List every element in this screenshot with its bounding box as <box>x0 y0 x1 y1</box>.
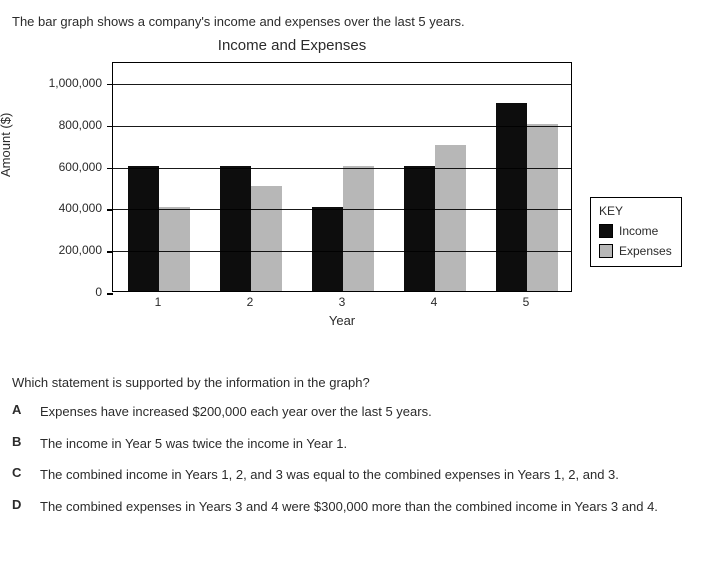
bar-group <box>312 63 375 291</box>
answer-text: The combined income in Years 1, 2, and 3… <box>40 465 696 485</box>
income-bar <box>496 103 527 291</box>
bar-group <box>404 63 467 291</box>
grid-line <box>113 84 571 85</box>
x-tick-label: 5 <box>523 295 530 309</box>
answer-text: Expenses have increased $200,000 each ye… <box>40 402 696 422</box>
bar-group <box>128 63 191 291</box>
legend-box: KEY Income Expenses <box>590 197 682 267</box>
answer-text: The combined expenses in Years 3 and 4 w… <box>40 497 696 517</box>
y-tick-label: 1,000,000 <box>42 76 102 90</box>
y-axis-label: Amount ($) <box>0 113 13 177</box>
x-tick-label: 3 <box>339 295 346 309</box>
y-tick-mark <box>107 251 113 253</box>
plot-area <box>112 62 572 292</box>
answer-letter: D <box>12 497 26 512</box>
answers-list: A Expenses have increased $200,000 each y… <box>12 402 696 516</box>
x-tick-label: 4 <box>431 295 438 309</box>
expenses-bar <box>527 124 558 291</box>
legend-items: Income Expenses <box>599 224 673 258</box>
bars-layer <box>113 63 571 291</box>
x-tick-label: 1 <box>155 295 162 309</box>
legend-label: Expenses <box>619 244 672 258</box>
legend-item: Expenses <box>599 244 673 258</box>
expenses-bar <box>159 207 190 291</box>
y-ticks: 0200,000400,000600,000800,0001,000,000 <box>42 62 102 292</box>
y-tick-mark <box>107 126 113 128</box>
legend-label: Income <box>619 224 658 238</box>
bar-group <box>496 63 559 291</box>
answer-option[interactable]: B The income in Year 5 was twice the inco… <box>12 434 696 454</box>
legend-swatch <box>599 244 613 258</box>
income-bar <box>312 207 343 291</box>
y-tick-mark <box>107 168 113 170</box>
answer-letter: C <box>12 465 26 480</box>
chart-figure: Income and Expenses Amount ($) 0200,0004… <box>12 37 696 357</box>
y-tick-label: 800,000 <box>42 118 102 132</box>
answer-option[interactable]: C The combined income in Years 1, 2, and … <box>12 465 696 485</box>
y-tick-mark <box>107 84 113 86</box>
grid-line <box>113 251 571 252</box>
grid-line <box>113 126 571 127</box>
y-tick-label: 600,000 <box>42 160 102 174</box>
expenses-bar <box>251 186 282 291</box>
grid-line <box>113 168 571 169</box>
income-bar <box>128 166 159 291</box>
answer-text: The income in Year 5 was twice the incom… <box>40 434 696 454</box>
income-bar <box>220 166 251 291</box>
question-text: Which statement is supported by the info… <box>12 375 696 390</box>
y-tick-label: 400,000 <box>42 201 102 215</box>
answer-option[interactable]: A Expenses have increased $200,000 each y… <box>12 402 696 422</box>
answer-letter: A <box>12 402 26 417</box>
x-tick-label: 2 <box>247 295 254 309</box>
grid-line <box>113 209 571 210</box>
legend-item: Income <box>599 224 673 238</box>
x-ticks: 1 2 3 4 5 <box>112 295 572 311</box>
income-bar <box>404 166 435 291</box>
legend-title: KEY <box>599 204 673 218</box>
bar-group <box>220 63 283 291</box>
legend-swatch <box>599 224 613 238</box>
answer-letter: B <box>12 434 26 449</box>
x-axis-label: Year <box>112 313 572 328</box>
y-tick-label: 0 <box>42 285 102 299</box>
y-tick-label: 200,000 <box>42 243 102 257</box>
chart-title: Income and Expenses <box>12 37 572 54</box>
answer-option[interactable]: D The combined expenses in Years 3 and 4 … <box>12 497 696 517</box>
intro-text: The bar graph shows a company's income a… <box>12 14 696 29</box>
expenses-bar <box>343 166 374 291</box>
y-tick-mark <box>107 209 113 211</box>
